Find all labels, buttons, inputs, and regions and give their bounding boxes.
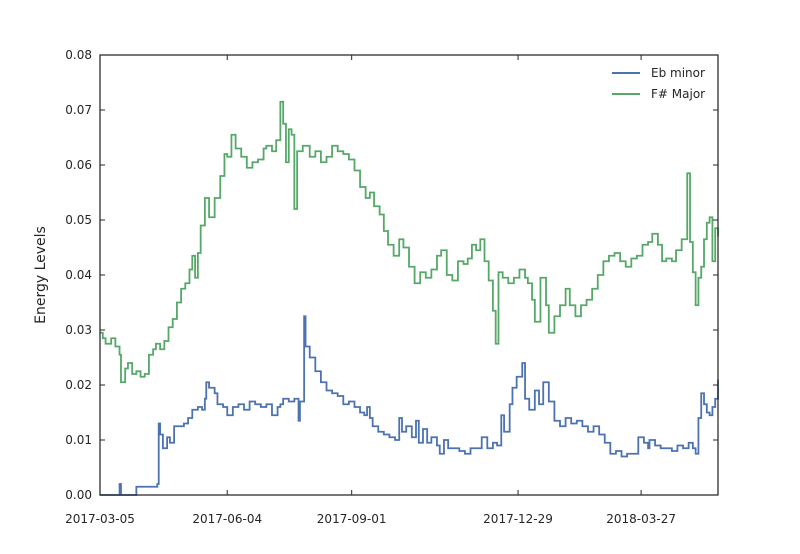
y-tick-label: 0.08 bbox=[65, 48, 92, 62]
x-tick-label: 2017-06-04 bbox=[192, 512, 262, 526]
legend-label-1: Eb minor bbox=[651, 66, 705, 80]
y-tick-label: 0.03 bbox=[65, 323, 92, 337]
x-tick-label: 2018-03-27 bbox=[606, 512, 676, 526]
axes-group: 0.00 0.01 0.02 0.03 0.04 0.05 0.06 0.07 0.08 2017… bbox=[65, 48, 718, 526]
x-tick-label: 2017-12-29 bbox=[483, 512, 553, 526]
series-line-2 bbox=[100, 100, 719, 384]
y-tick-label: 0.01 bbox=[65, 433, 92, 447]
series-group bbox=[100, 100, 719, 496]
y-tick-label: 0.02 bbox=[65, 378, 92, 392]
legend-label-2: F# Major bbox=[651, 87, 705, 101]
legend: Eb minor F# Major bbox=[612, 66, 705, 101]
y-tick-label: 0.04 bbox=[65, 268, 92, 282]
x-tick-label: 2017-03-05 bbox=[65, 512, 135, 526]
x-tick-label: 2017-09-01 bbox=[317, 512, 387, 526]
y-tick-label: 0.05 bbox=[65, 213, 92, 227]
y-tick-label: 0.06 bbox=[65, 158, 92, 172]
y-axis-label: Energy Levels bbox=[33, 226, 49, 324]
y-tick-label: 0.07 bbox=[65, 103, 92, 117]
series-line-1 bbox=[100, 315, 719, 496]
y-tick-label: 0.00 bbox=[65, 488, 92, 502]
